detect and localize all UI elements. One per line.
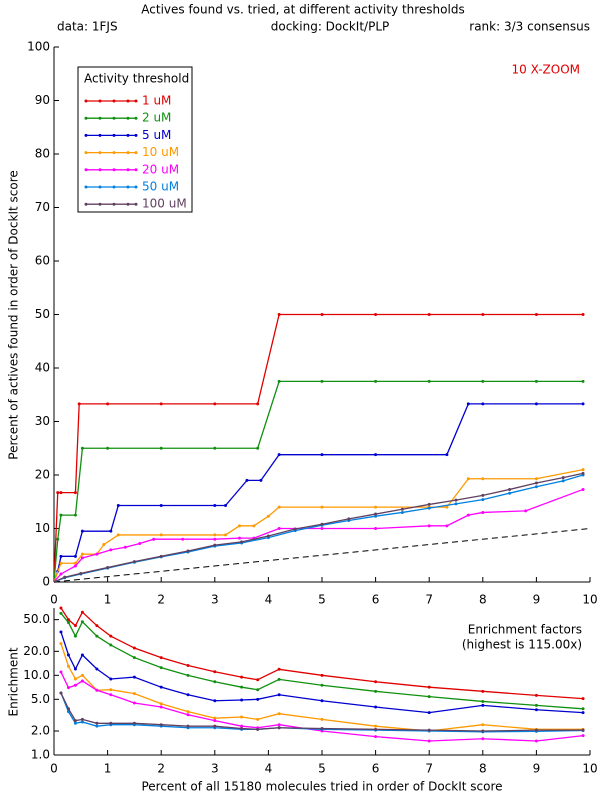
x-axis-label: Percent of all 15180 molecules tried in … — [141, 780, 502, 794]
chart-title: Actives found vs. tried, at different ac… — [141, 3, 464, 17]
y-tick-label: 2.0 — [31, 724, 50, 738]
x-tick-label: 7 — [425, 762, 433, 776]
y-tick-label: 100 — [27, 40, 50, 54]
legend-label: 20 uM — [142, 162, 179, 176]
x-tick-label: 1 — [104, 593, 112, 607]
x-tick-label: 7 — [425, 593, 433, 607]
annotation: 10 X-ZOOM — [511, 63, 580, 77]
y-tick-label: 30 — [35, 414, 50, 428]
plot-area — [59, 606, 585, 743]
x-tick-label: 5 — [318, 593, 326, 607]
x-tick-label: 2 — [157, 593, 165, 607]
x-tick-label: 10 — [582, 593, 597, 607]
y-axis-label: Enrichment — [7, 647, 21, 716]
note: rank: 3/3 consensus — [469, 20, 590, 34]
legend-label: 10 uM — [142, 145, 179, 159]
x-tick-label: 5 — [318, 762, 326, 776]
legend-label: 100 uM — [142, 197, 187, 211]
y-tick-label: 40 — [35, 361, 50, 375]
y-tick-label: 70 — [35, 200, 50, 214]
x-tick-label: 2 — [157, 762, 165, 776]
y-tick-label: 80 — [35, 147, 50, 161]
y-tick-label: 90 — [35, 93, 50, 107]
note: data: 1FJS — [57, 20, 118, 34]
legend-label: 1 uM — [142, 94, 171, 108]
x-tick-label: 0 — [50, 593, 58, 607]
y-tick-label: 10.0 — [23, 668, 50, 682]
y-tick-label: 60 — [35, 254, 50, 268]
y-tick-label: 1.0 — [31, 748, 50, 762]
legend-label: 50 uM — [142, 180, 179, 194]
legend-title: Activity threshold — [84, 72, 189, 86]
x-tick-label: 8 — [479, 762, 487, 776]
x-tick-label: 4 — [265, 762, 273, 776]
x-tick-label: 1 — [104, 762, 112, 776]
x-tick-label: 3 — [211, 762, 219, 776]
legend-label: 2 uM — [142, 111, 171, 125]
legend-label: 5 uM — [142, 128, 171, 142]
y-tick-label: 50 — [35, 307, 50, 321]
x-tick-label: 0 — [50, 762, 58, 776]
series-line — [59, 691, 585, 733]
annotation: Enrichment factors — [468, 623, 582, 637]
x-tick-label: 4 — [265, 593, 273, 607]
x-tick-label: 10 — [582, 762, 597, 776]
x-tick-label: 3 — [211, 593, 219, 607]
x-tick-label: 9 — [533, 593, 541, 607]
y-tick-label: 5.0 — [31, 692, 50, 706]
annotation: (highest is 115.00x) — [462, 638, 582, 652]
y-tick-label: 10 — [35, 521, 50, 535]
note: docking: DockIt/PLP — [271, 20, 390, 34]
x-tick-label: 6 — [372, 593, 380, 607]
y-tick-label: 20.0 — [23, 644, 50, 658]
y-axis-label: Percent of actives found in order of Doc… — [7, 170, 21, 459]
y-tick-label: 20 — [35, 468, 50, 482]
x-tick-label: 9 — [533, 762, 541, 776]
y-tick-label: 50.0 — [23, 612, 50, 626]
x-tick-label: 8 — [479, 593, 487, 607]
x-tick-label: 6 — [372, 762, 380, 776]
series-line — [54, 471, 585, 583]
plot-area — [54, 313, 591, 583]
y-tick-label: 0 — [42, 575, 50, 589]
